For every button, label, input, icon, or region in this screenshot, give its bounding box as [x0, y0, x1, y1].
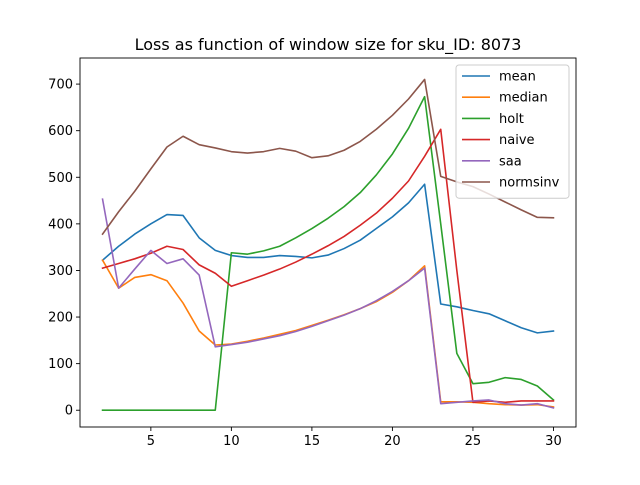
chart-title: Loss as function of window size for sku_…: [135, 35, 522, 55]
legend-label-holt: holt: [499, 112, 524, 127]
y-tick-label: 500: [48, 171, 73, 186]
y-tick-label: 600: [48, 124, 73, 139]
legend-entry-naive: naive: [462, 133, 535, 148]
series-line-median: [101, 259, 555, 408]
x-tick-label: 25: [465, 434, 482, 449]
series-line-saa: [101, 198, 555, 409]
series-line-holt: [101, 95, 555, 412]
x-tick-label: 5: [147, 434, 155, 449]
y-tick-label: 100: [48, 357, 73, 372]
legend-label-median: median: [499, 91, 548, 106]
series-line-naive: [101, 128, 555, 404]
x-tick-label: 15: [304, 434, 321, 449]
y-tick-label: 700: [48, 78, 73, 93]
y-tick-label: 200: [48, 311, 73, 326]
plot-area: [101, 78, 555, 412]
y-tick-label: 400: [48, 217, 73, 232]
legend-label-saa: saa: [499, 154, 522, 169]
legend-entry-holt: holt: [462, 112, 524, 127]
legend-label-mean: mean: [499, 70, 536, 85]
legend-label-normsinv: normsinv: [499, 176, 560, 191]
y-tick-label: 0: [65, 404, 73, 419]
x-tick-label: 10: [223, 434, 240, 449]
x-tick-label: 20: [384, 434, 401, 449]
legend-box: [455, 64, 570, 199]
x-tick-label: 30: [545, 434, 562, 449]
series-line-mean: [101, 183, 555, 334]
legend-entry-mean: mean: [462, 70, 536, 85]
legend: mean median holt naive saa normsinv: [455, 64, 570, 199]
legend-entry-normsinv: normsinv: [462, 176, 560, 191]
legend-label-naive: naive: [499, 133, 535, 148]
axes-frame: [79, 57, 577, 428]
y-tick-label: 300: [48, 264, 73, 279]
legend-entry-median: median: [462, 91, 548, 106]
legend-entry-saa: saa: [462, 154, 522, 169]
